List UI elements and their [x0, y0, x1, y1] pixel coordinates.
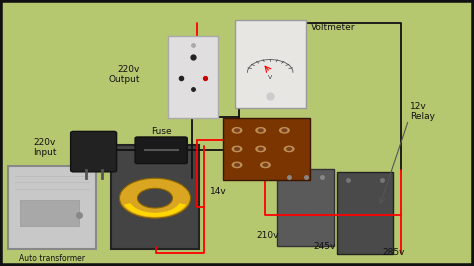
Text: 245v: 245v — [313, 242, 336, 251]
Text: Fuse: Fuse — [151, 127, 172, 136]
Circle shape — [256, 146, 265, 152]
Circle shape — [263, 164, 268, 166]
Text: Auto transformer: Auto transformer — [19, 253, 85, 263]
FancyBboxPatch shape — [111, 145, 199, 249]
Text: 12v
Relay: 12v Relay — [410, 102, 435, 121]
Circle shape — [256, 128, 265, 133]
Circle shape — [261, 162, 270, 168]
Circle shape — [232, 146, 242, 152]
Circle shape — [235, 148, 239, 150]
Circle shape — [258, 148, 263, 150]
Text: 220v
Output: 220v Output — [109, 65, 140, 84]
Circle shape — [280, 128, 289, 133]
Text: V: V — [268, 75, 272, 80]
Text: 210v: 210v — [256, 231, 279, 240]
Circle shape — [258, 129, 263, 132]
Circle shape — [287, 148, 292, 150]
Circle shape — [282, 129, 287, 132]
FancyBboxPatch shape — [337, 172, 393, 254]
FancyBboxPatch shape — [235, 20, 306, 108]
Circle shape — [232, 162, 242, 168]
Circle shape — [284, 146, 294, 152]
FancyBboxPatch shape — [223, 118, 310, 180]
Circle shape — [235, 164, 239, 166]
Wedge shape — [124, 203, 186, 217]
FancyBboxPatch shape — [135, 137, 187, 164]
Text: 285v: 285v — [382, 248, 405, 257]
Text: 220v
Input: 220v Input — [33, 138, 57, 157]
FancyBboxPatch shape — [8, 166, 96, 249]
Text: Voltmeter: Voltmeter — [310, 23, 355, 32]
Wedge shape — [119, 178, 191, 218]
FancyBboxPatch shape — [20, 200, 79, 226]
FancyBboxPatch shape — [168, 36, 218, 118]
FancyBboxPatch shape — [71, 131, 117, 172]
FancyBboxPatch shape — [277, 169, 334, 246]
Circle shape — [235, 129, 239, 132]
Circle shape — [232, 128, 242, 133]
Text: 14v: 14v — [210, 187, 227, 196]
